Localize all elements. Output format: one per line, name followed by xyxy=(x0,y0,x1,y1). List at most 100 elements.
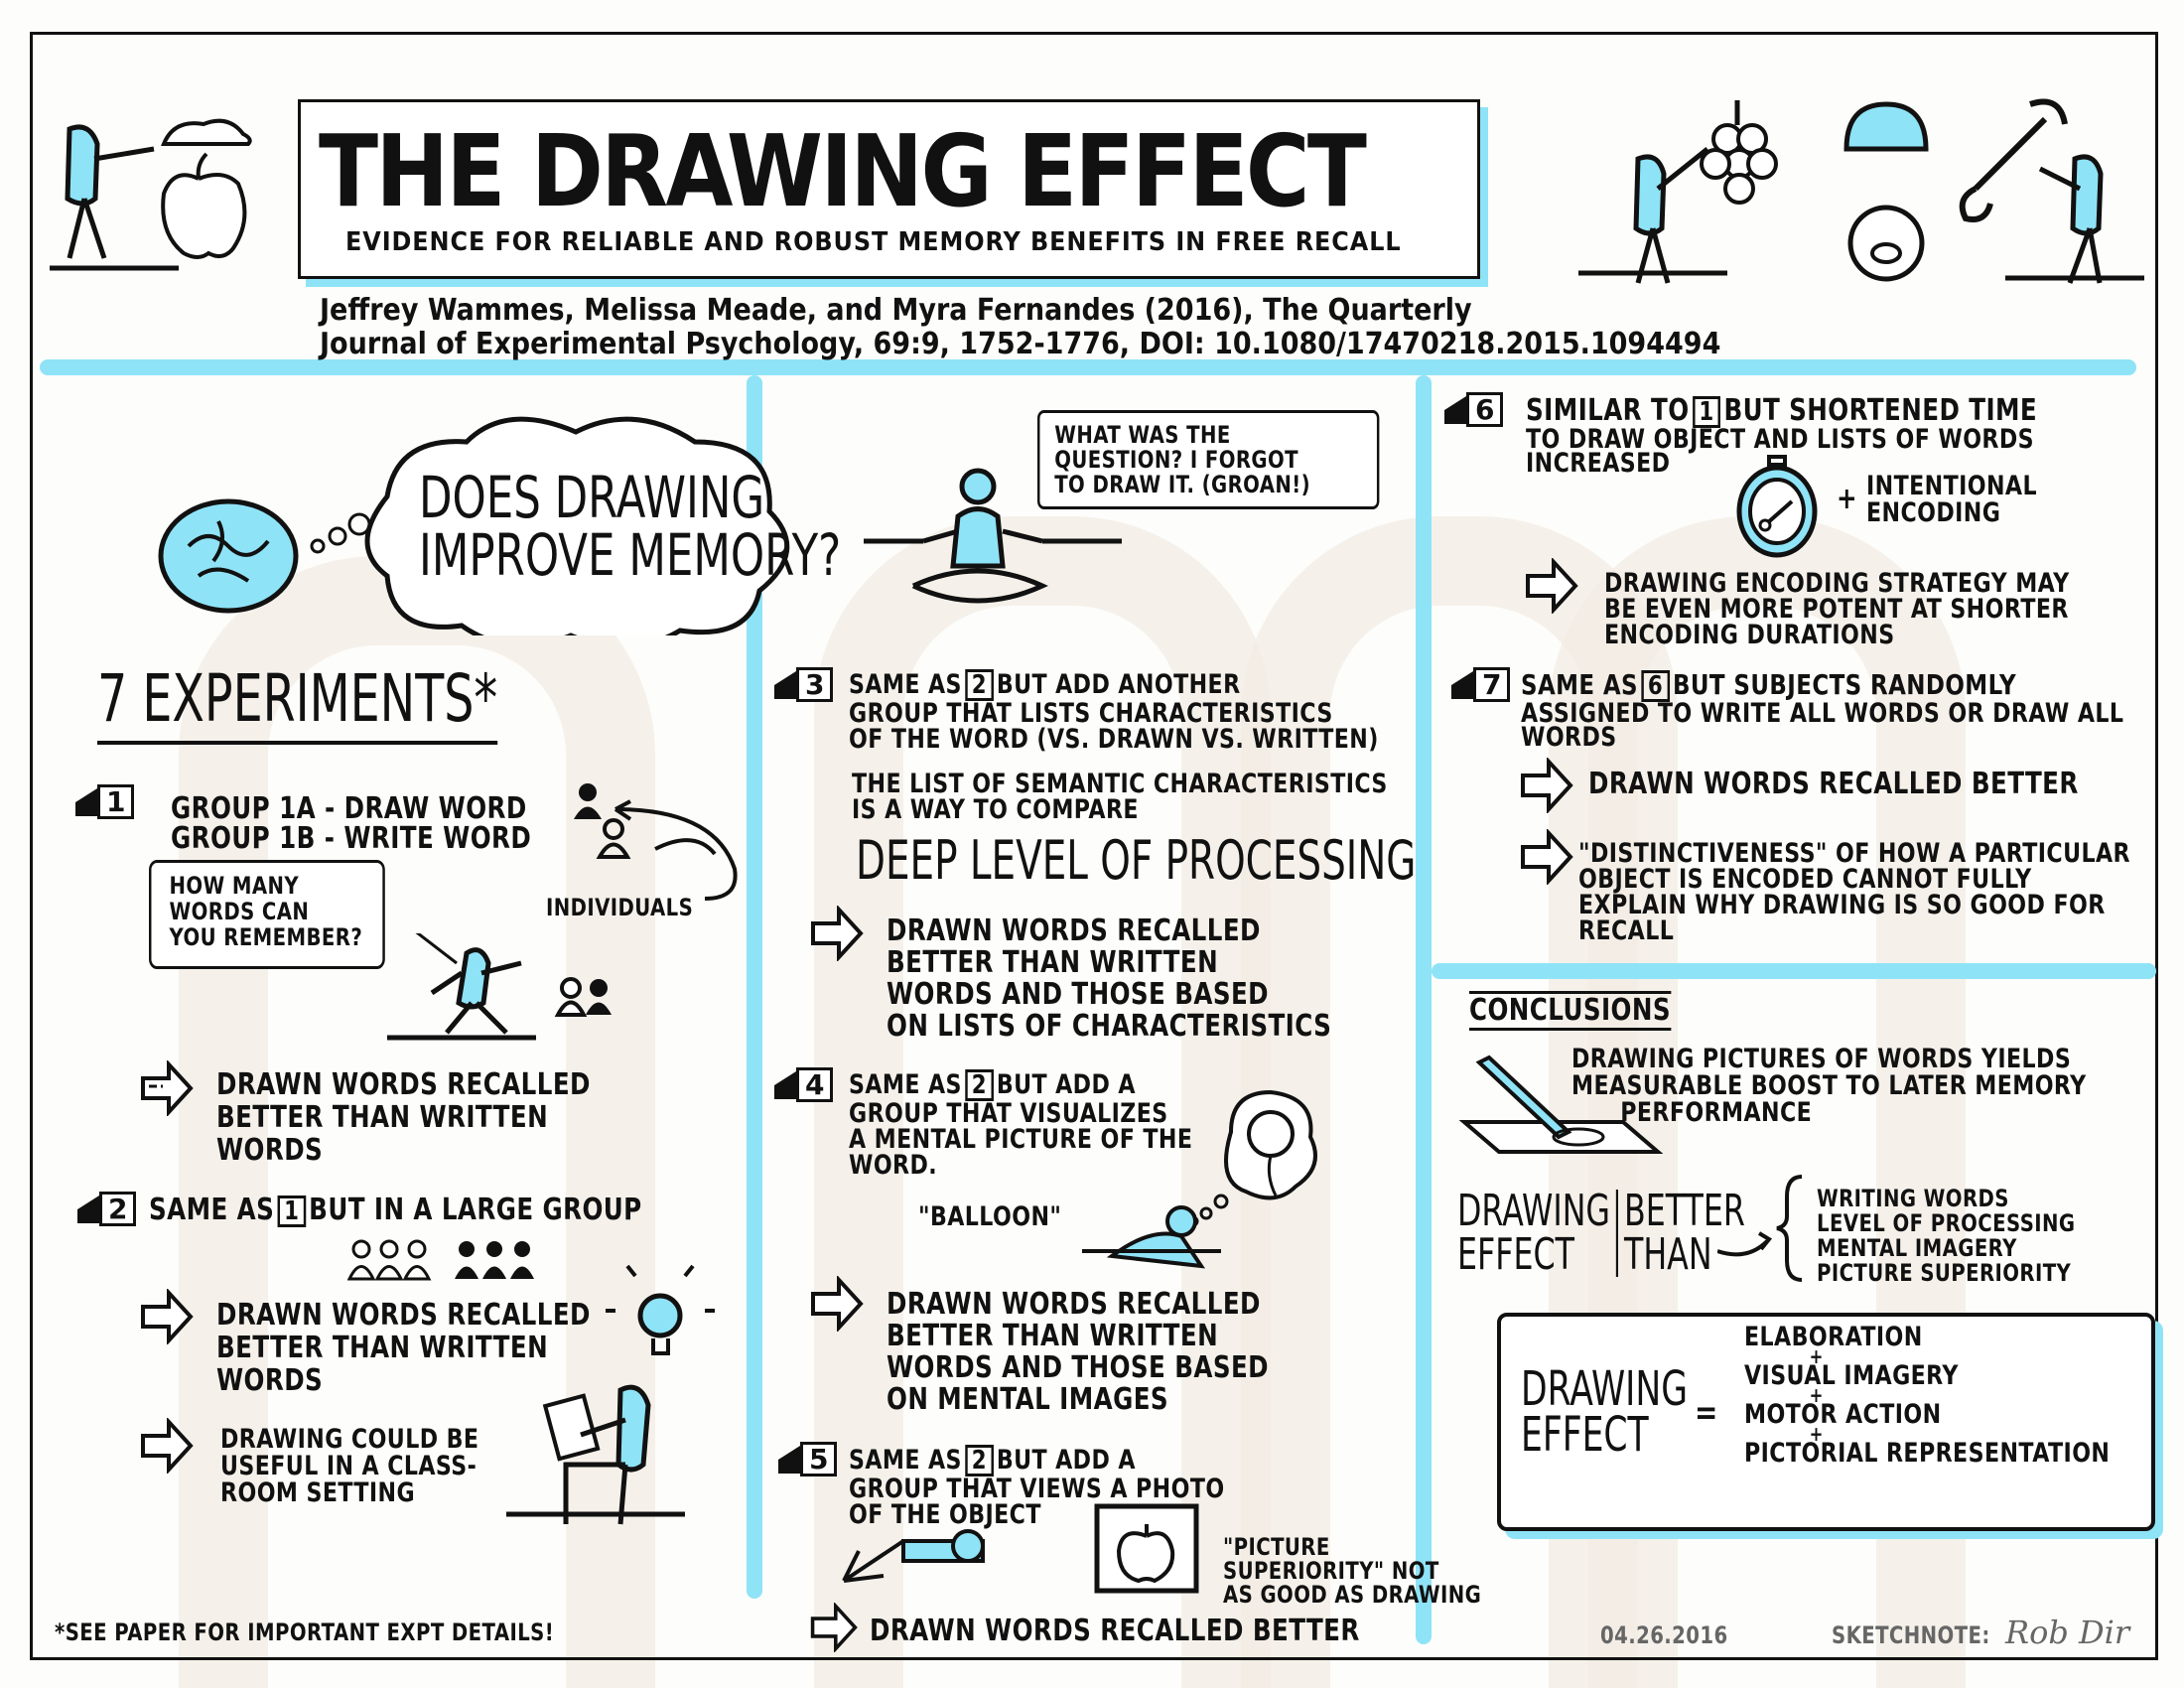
thought-cloud-brain-icon xyxy=(158,416,790,635)
alternative-item: PICTURE SUPERIORITY xyxy=(1817,1259,2072,1287)
intentional-encoding: INTENTIONAL ENCODING xyxy=(1866,473,2037,526)
picture-superiority-note: "PICTURE SUPERIORITY" NOT AS GOOD AS DRA… xyxy=(1223,1535,1481,1607)
deep-processing: DEEP LEVEL OF PROCESSING xyxy=(856,829,1417,892)
note-line: SUPERIORITY" NOT xyxy=(1223,1557,1439,1585)
label-line: BETTER xyxy=(1624,1186,1745,1236)
experiment-5-marker: 5 xyxy=(778,1442,838,1477)
question-text: DOES DRAWING IMPROVE MEMORY? xyxy=(419,469,841,584)
exp4-result: DRAWN WORDS RECALLED BETTER THAN WRITTEN… xyxy=(887,1289,1269,1416)
note-line: ROOM SETTING xyxy=(220,1477,416,1508)
curly-brace-arrow-icon xyxy=(1717,1175,1803,1282)
individuals-label: INDIVIDUALS xyxy=(546,894,694,921)
note-line: RECALL xyxy=(1578,915,1675,946)
note-line: OBJECT IS ENCODED CANNOT FULLY xyxy=(1578,864,2032,895)
experiment-number: 3 xyxy=(796,667,834,703)
footnote: *SEE PAPER FOR IMPORTANT EXPT DETAILS! xyxy=(55,1618,555,1646)
label-line: DRAWING xyxy=(1457,1186,1610,1236)
experiment-number: 2 xyxy=(99,1192,137,1227)
result-line: ENCODING DURATIONS xyxy=(1604,620,1895,650)
speech-line: WHAT WAS THE xyxy=(1054,421,1231,449)
better-than-label: BETTER THAN xyxy=(1624,1190,1745,1277)
exp5-result: DRAWN WORDS RECALLED BETTER xyxy=(870,1614,1360,1648)
exp7-description: SAME AS 6 BUT SUBJECTS RANDOMLY ASSIGNED T… xyxy=(1521,668,2124,752)
note-line: USEFUL IN A CLASS- xyxy=(220,1451,478,1481)
experiments-heading: 7 EXPERIMENTS* xyxy=(97,660,498,745)
exp-prefix: SAME AS xyxy=(849,669,962,700)
exp-ref: 2 xyxy=(965,669,994,701)
group-1b: GROUP 1B - WRITE WORD xyxy=(171,821,532,856)
citation-line-2: Journal of Experimental Psychology, 69:9… xyxy=(320,327,1721,361)
speech-line: QUESTION? I FORGOT xyxy=(1054,446,1298,474)
exp-ref: 1 xyxy=(1692,396,1721,428)
intentional-line: ENCODING xyxy=(1866,497,2001,528)
alternative-item: LEVEL OF PROCESSING xyxy=(1817,1209,2076,1237)
plus-sign: + xyxy=(1809,1344,1824,1368)
signature: Rob Dir xyxy=(2005,1614,2130,1651)
result-line: WORDS xyxy=(216,1133,324,1168)
experiment-1-marker: 1 xyxy=(75,784,135,820)
alternative-item: MENTAL IMAGERY xyxy=(1817,1234,2017,1262)
exp-suffix: BUT SUBJECTS RANDOMLY xyxy=(1672,668,2017,701)
speech-line: WORDS CAN xyxy=(169,898,310,925)
note-line: AS GOOD AS DRAWING xyxy=(1223,1581,1482,1609)
photo-viewer-icon xyxy=(842,1503,1199,1594)
citation: Jeffrey Wammes, Melissa Meade, and Myra … xyxy=(320,294,1720,361)
drawing-effect-equation-box: DRAWING EFFECT = ELABORATION + VISUAL IM… xyxy=(1497,1313,2155,1531)
exp3-compare: THE LIST OF SEMANTIC CHARACTERISTICS IS … xyxy=(852,769,1388,825)
result-arrow-icon xyxy=(1521,758,1573,813)
exp3-description: SAME AS 2 BUT ADD ANOTHER GROUP THAT LISTS… xyxy=(849,669,1379,753)
label-line: EFFECT xyxy=(1457,1229,1574,1280)
exp1-groups: GROUP 1A - DRAW WORD GROUP 1B - WRITE WO… xyxy=(171,794,531,854)
plus-sign: + xyxy=(1809,1383,1824,1407)
speech-bubble-question: WHAT WAS THE QUESTION? I FORGOT TO DRAW … xyxy=(1037,410,1380,509)
exp-suffix: BUT SHORTENED TIME xyxy=(1723,393,2038,428)
exp-line: WORD. xyxy=(849,1150,938,1181)
stopwatch-icon xyxy=(1736,455,1818,558)
title-box: THE DRAWING EFFECT EVIDENCE FOR RELIABLE… xyxy=(298,99,1480,279)
alternative-item: WRITING WORDS xyxy=(1817,1185,2009,1212)
compare-line: IS A WAY TO COMPARE xyxy=(852,794,1139,825)
page-border xyxy=(30,32,2158,1660)
component: ELABORATION xyxy=(1744,1322,1923,1352)
exp-prefix: SAME AS xyxy=(849,1445,962,1476)
meditating-figure-icon xyxy=(864,468,1122,604)
exp-suffix: BUT ADD ANOTHER xyxy=(996,669,1241,700)
experiment-6-marker: 6 xyxy=(1444,392,1504,428)
header-figures-icon xyxy=(1578,98,2144,284)
experiment-number: 6 xyxy=(1466,392,1504,428)
result-arrow-icon xyxy=(141,1418,194,1474)
exp-line: TO DRAW OBJECT AND LISTS OF WORDS xyxy=(1526,424,2035,455)
experiment-7-marker: 7 xyxy=(1451,667,1511,703)
result-line: WORDS xyxy=(216,1363,324,1398)
experiment-number: 1 xyxy=(97,784,135,820)
result-line: WORDS AND THOSE BASED xyxy=(887,977,1270,1012)
note-line: EXPLAIN WHY DRAWING IS SO GOOD FOR xyxy=(1578,890,2106,920)
result-line: BETTER THAN WRITTEN xyxy=(216,1100,549,1135)
conclusions-heading: CONCLUSIONS xyxy=(1469,991,1671,1031)
exp4-description: SAME AS 2 BUT ADD A GROUP THAT VISUALIZES … xyxy=(849,1069,1192,1179)
question-line-2: IMPROVE MEMORY? xyxy=(419,521,842,589)
compare-line: THE LIST OF SEMANTIC CHARACTERISTICS xyxy=(852,769,1388,799)
component: MOTOR ACTION xyxy=(1744,1399,1942,1430)
header-divider xyxy=(40,359,2136,375)
note-line: DRAWING COULD BE xyxy=(220,1424,479,1455)
exp-line: ASSIGNED TO WRITE ALL WORDS OR DRAW ALL xyxy=(1521,698,2124,729)
exp-suffix: BUT ADD A xyxy=(996,1445,1136,1476)
label-line: DRAWING xyxy=(1521,1361,1688,1417)
experiment-3-marker: 3 xyxy=(774,667,834,703)
speech-line: HOW MANY xyxy=(169,872,300,900)
experiment-2-marker: 2 xyxy=(77,1192,137,1227)
exp-line: INCREASED xyxy=(1526,448,1671,479)
exp7-result: DRAWN WORDS RECALLED BETTER xyxy=(1588,767,2079,801)
note-line: "PICTURE xyxy=(1223,1533,1330,1561)
sketch-date: 04.26.2016 xyxy=(1600,1621,1728,1649)
conclusions-summary: DRAWING PICTURES OF WORDS YIELDS MEASURA… xyxy=(1571,1046,2087,1126)
result-arrow-icon xyxy=(811,1276,864,1332)
exp2-result: DRAWN WORDS RECALLED BETTER THAN WRITTEN… xyxy=(216,1299,591,1397)
equals-sign: = xyxy=(1695,1393,1718,1433)
exp-prefix: SAME AS xyxy=(149,1193,275,1227)
exp-ref: 2 xyxy=(965,1445,994,1477)
exp6-result: DRAWING ENCODING STRATEGY MAY BE EVEN MO… xyxy=(1604,570,2070,650)
result-line: ON LISTS OF CHARACTERISTICS xyxy=(887,1009,1332,1044)
exp-suffix: BUT ADD A xyxy=(996,1069,1136,1100)
